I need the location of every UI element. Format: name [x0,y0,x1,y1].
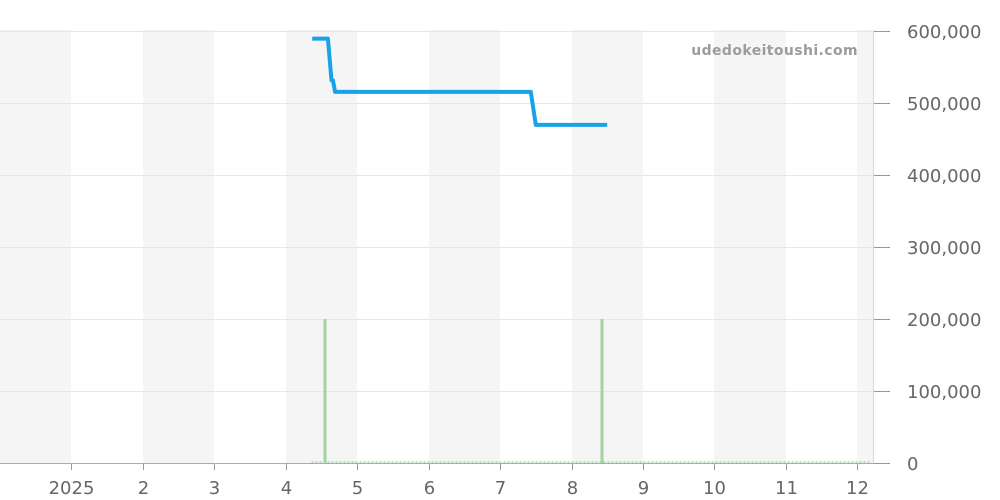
y-axis: 0 100,000 200,000 300,000 400,000 500,000 600,… [874,22,981,475]
y-tick-label: 100,000 [907,382,981,403]
month-band [429,30,500,463]
stock-spike-bar [323,319,327,463]
month-band [0,30,71,463]
x-tick-label: 9 [638,478,649,499]
x-tick-label: 6 [424,478,435,499]
x-tick-label: 5 [352,478,363,499]
series-layer [311,36,872,464]
month-band [572,30,643,463]
x-axis: 2025 2 3 4 5 6 7 8 9 10 11 12 [49,464,869,499]
axes [0,30,888,464]
x-tick-label: 2 [138,478,149,499]
x-tick-label: 12 [846,478,869,499]
y-tick-label: 600,000 [907,22,981,43]
watermark-text: udedokeitoushi.com [691,43,858,59]
stock-spike-bars-series [323,319,604,463]
x-tick-label: 2025 [49,478,95,499]
x-tick-label: 11 [775,478,798,499]
y-tick-label: 0 [907,454,918,475]
x-tick-label: 3 [209,478,220,499]
gridlines [0,31,873,392]
y-tick-label: 300,000 [907,238,981,259]
month-band [714,30,786,463]
y-tick-label: 500,000 [907,94,981,115]
price-series [312,36,608,127]
y-tick-label: 200,000 [907,310,981,331]
x-tick-label: 10 [703,478,726,499]
x-tick-label: 8 [567,478,578,499]
month-band [286,30,357,463]
month-band [143,30,214,463]
x-tick-label: 7 [495,478,506,499]
stock-spike-bar [600,319,604,463]
month-bands [0,30,873,463]
y-tick-label: 400,000 [907,166,981,187]
month-band [857,30,873,463]
x-tick-label: 4 [281,478,292,499]
